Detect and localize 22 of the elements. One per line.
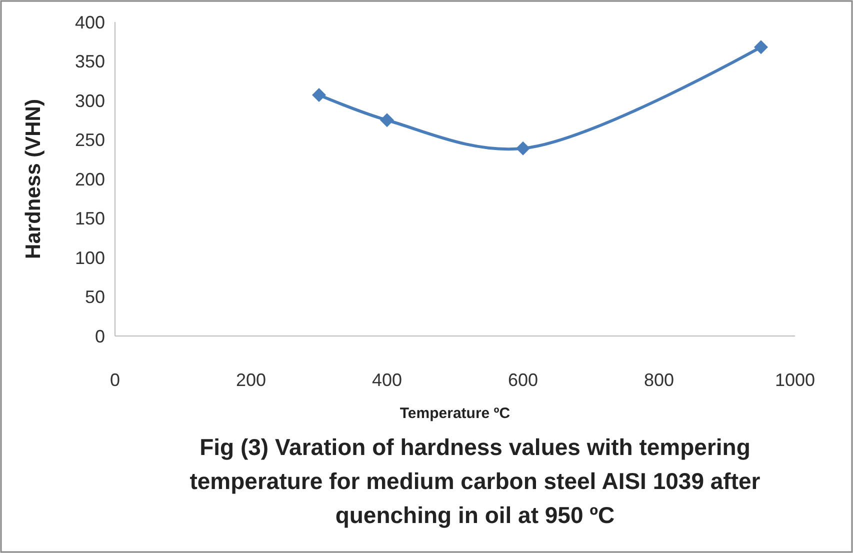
y-tick-label: 350 xyxy=(74,52,105,72)
y-tick-label: 0 xyxy=(94,326,105,346)
y-tick-label: 100 xyxy=(74,248,105,268)
point xyxy=(312,88,326,102)
y-tick-label: 50 xyxy=(84,287,105,308)
y-tick-label: 300 xyxy=(74,90,105,111)
y-tick-label: 400 xyxy=(74,12,105,32)
x-tick-label: 400 xyxy=(372,370,402,390)
point xyxy=(380,113,394,128)
point xyxy=(754,40,768,54)
x-axis-title: Temperature ºC xyxy=(400,405,510,422)
y-tick-label: 200 xyxy=(74,169,105,190)
point xyxy=(516,141,530,156)
x-tick-label: 0 xyxy=(110,370,120,390)
x-tick-label: 800 xyxy=(644,370,674,390)
x-tick-label: 600 xyxy=(508,370,538,390)
y-axis-title: Hardness (VHN) xyxy=(22,99,45,259)
y-tick-label: 250 xyxy=(74,130,105,150)
x-tick-label: 200 xyxy=(236,370,266,390)
y-tick-label: 150 xyxy=(74,208,105,229)
text: Fig (3) Varation of hardness values with tempering temperature for medium carbon steel AISI 1039 after quenching in oil at 950 ºC xyxy=(190,434,760,528)
x-tick-label: 1000 xyxy=(774,370,816,390)
